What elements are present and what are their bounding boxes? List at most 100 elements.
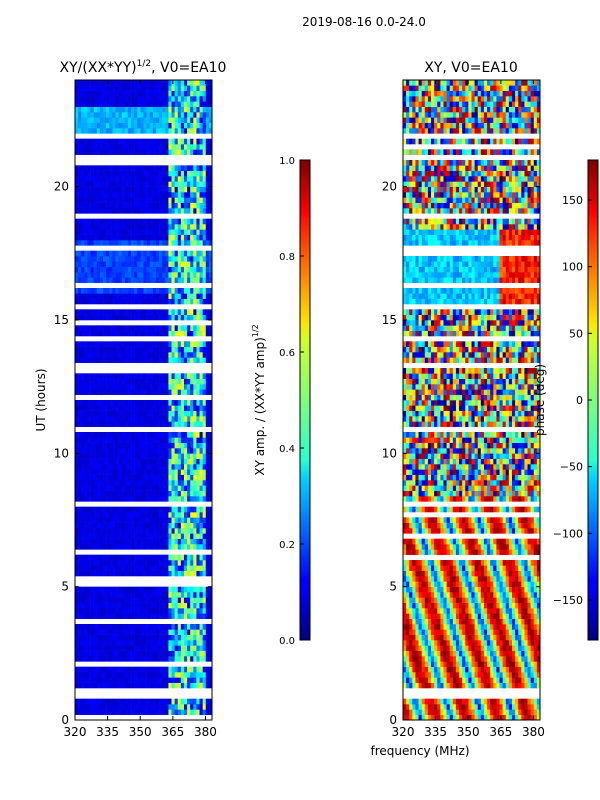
- heatmap-cell: [90, 437, 94, 443]
- heatmap-cell: [96, 592, 101, 598]
- heatmap-cell: [518, 704, 522, 710]
- heatmap-cell: [180, 629, 185, 635]
- heatmap-cell: [190, 592, 194, 598]
- heatmap-cell: [124, 592, 129, 598]
- heatmap-cell: [193, 325, 197, 331]
- heatmap-cell: [90, 453, 94, 459]
- heatmap-cell: [190, 565, 194, 571]
- heatmap-cell: [165, 309, 169, 315]
- heatmap-cell: [177, 608, 182, 614]
- heatmap-cell: [99, 469, 104, 475]
- heatmap-cell: [406, 677, 410, 683]
- heatmap-cell: [146, 608, 151, 614]
- heatmap-cell: [115, 560, 119, 566]
- heatmap-cell: [536, 672, 540, 678]
- heatmap-cell: [174, 624, 179, 630]
- heatmap-cell: [124, 698, 129, 705]
- heatmap-cell: [78, 218, 82, 225]
- heatmap-cell: [96, 277, 101, 283]
- heatmap-cell: [124, 613, 129, 619]
- heatmap-cell: [199, 197, 203, 203]
- heatmap-cell: [177, 597, 182, 603]
- heatmap-cell: [118, 469, 122, 475]
- heatmap-cell: [78, 352, 82, 358]
- heatmap-cell: [127, 240, 132, 246]
- heatmap-cell: [199, 682, 203, 689]
- heatmap-cell: [527, 672, 531, 678]
- heatmap-cell: [93, 261, 98, 267]
- heatmap-cell: [208, 421, 212, 427]
- heatmap-cell: [124, 464, 129, 470]
- heatmap-cell: [155, 272, 160, 278]
- heatmap-cell: [124, 522, 129, 529]
- heatmap-cell: [143, 90, 147, 97]
- heatmap-cell: [121, 480, 126, 486]
- heatmap-cell: [168, 208, 172, 214]
- heatmap-cell: [152, 698, 157, 705]
- heatmap-cell: [131, 533, 135, 539]
- heatmap-cell: [84, 704, 88, 710]
- heatmap-cell: [193, 442, 197, 449]
- heatmap-cell: [149, 293, 154, 299]
- heatmap-cell: [78, 378, 82, 385]
- heatmap-cell: [134, 645, 138, 651]
- heatmap-cell: [196, 80, 200, 86]
- heatmap-cell: [187, 90, 191, 97]
- heatmap-cell: [521, 704, 525, 710]
- heatmap-cell: [134, 453, 138, 459]
- heatmap-cell: [183, 453, 188, 459]
- heatmap-cell: [109, 309, 113, 315]
- heatmap-cell: [146, 186, 151, 193]
- heatmap-cell: [199, 357, 203, 363]
- heatmap-cell: [103, 80, 107, 86]
- heatmap-cell: [87, 309, 91, 315]
- colorbar-tick-label: 0.0: [279, 636, 295, 647]
- heatmap-cell: [127, 176, 132, 182]
- heatmap-cell: [190, 432, 194, 438]
- heatmap-cell: [106, 266, 110, 273]
- heatmap-cell: [121, 165, 126, 171]
- heatmap-cell: [127, 325, 132, 331]
- heatmap-cell: [196, 234, 200, 241]
- heatmap-cell: [152, 378, 157, 385]
- heatmap-cell: [109, 485, 113, 491]
- heatmap-cell: [208, 480, 212, 486]
- heatmap-cell: [78, 90, 82, 97]
- heatmap-cell: [155, 565, 160, 571]
- heatmap-cell: [84, 613, 88, 619]
- heatmap-cell: [490, 714, 494, 720]
- heatmap-cell: [115, 533, 119, 539]
- heatmap-cell: [174, 474, 179, 481]
- heatmap-cell: [190, 293, 194, 299]
- heatmap-cell: [193, 346, 197, 353]
- heatmap-cell: [109, 341, 113, 347]
- heatmap-cell: [140, 597, 144, 603]
- heatmap-cell: [78, 602, 82, 609]
- heatmap-cell: [465, 645, 469, 651]
- heatmap-cell: [134, 442, 138, 449]
- heatmap-cell: [190, 458, 194, 465]
- heatmap-cell: [168, 90, 172, 97]
- heatmap-cell: [162, 256, 166, 262]
- heatmap-cell: [205, 682, 210, 689]
- heatmap-cell: [515, 672, 519, 678]
- heatmap-cell: [183, 645, 188, 651]
- heatmap-cell: [530, 645, 535, 651]
- heatmap-cell: [196, 608, 200, 614]
- heatmap-cell: [143, 170, 147, 177]
- heatmap-cell: [183, 341, 188, 347]
- heatmap-cell: [93, 474, 98, 481]
- heatmap-cell: [118, 117, 122, 123]
- heatmap-cell: [171, 512, 175, 518]
- heatmap-cell: [146, 650, 151, 657]
- heatmap-cell: [155, 533, 160, 539]
- heatmap-cell: [109, 128, 113, 134]
- heatmap-cell: [103, 490, 107, 497]
- heatmap-cell: [121, 256, 126, 262]
- heatmap-cell: [93, 645, 98, 651]
- heatmap-cell: [78, 170, 82, 177]
- heatmap-cell: [199, 474, 203, 481]
- heatmap-cell: [177, 112, 182, 118]
- heatmap-cell: [75, 672, 79, 678]
- heatmap-cell: [152, 229, 157, 235]
